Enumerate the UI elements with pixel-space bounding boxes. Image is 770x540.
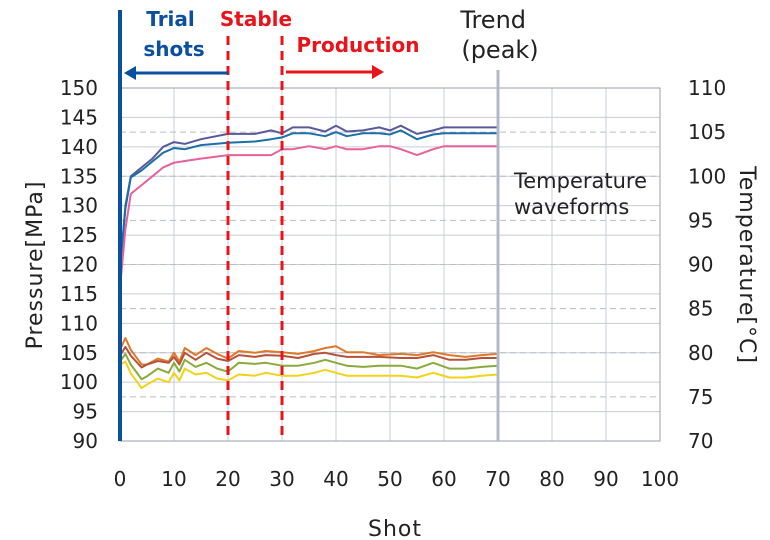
y-right-tick-label: 75 [688, 385, 713, 409]
y-axis-right-label: Temperature[°C] [734, 165, 759, 364]
y-left-tick-label: 130 [60, 194, 98, 218]
series-line-2 [119, 129, 498, 271]
x-tick-label: 50 [377, 467, 402, 491]
y-right-tick-label: 90 [688, 253, 713, 277]
x-tick-label: 100 [641, 467, 679, 491]
y-left-tick-label: 145 [60, 105, 98, 129]
y-left-tick-label: 115 [60, 282, 98, 306]
trend-peak-label: Trend (peak) [459, 6, 538, 64]
x-tick-label: 70 [485, 467, 510, 491]
x-tick-label: 40 [323, 467, 348, 491]
stable-label: Stable [220, 7, 292, 31]
y-right-tick-label: 80 [688, 341, 713, 365]
trend-peak-line-2: (peak) [461, 36, 538, 64]
x-tick-label: 10 [161, 467, 186, 491]
temperature-waveforms-line-1: Temperature [513, 169, 647, 193]
trend-peak-line-1: Trend [459, 6, 526, 34]
trial-arrow [124, 66, 228, 80]
y-left-tick-label: 100 [60, 370, 98, 394]
y-left-tick-label: 110 [60, 311, 98, 335]
trial-shots-label: Trial shots [143, 7, 204, 61]
y-left-tick-label: 95 [73, 400, 98, 424]
y-left-tick-label: 90 [73, 429, 98, 453]
y-left-tick-label: 135 [60, 164, 98, 188]
x-tick-label: 80 [539, 467, 564, 491]
y-right-tick-label: 95 [688, 208, 713, 232]
y-right-tick-label: 105 [688, 120, 726, 144]
y-right-tick-label: 70 [688, 429, 713, 453]
x-tick-label: 20 [215, 467, 240, 491]
series-line-6 [119, 352, 499, 381]
y-left-tick-label: 150 [60, 76, 98, 100]
y-left-tick-label: 105 [60, 341, 98, 365]
x-tick-label: 90 [593, 467, 618, 491]
series-layer [119, 124, 499, 390]
y-axis-left-label: Pressure[MPa] [23, 181, 48, 350]
y-left-tick-label: 120 [60, 253, 98, 277]
grid [119, 87, 661, 442]
production-arrow [286, 65, 384, 79]
temperature-waveforms-label: Temperature waveforms [513, 169, 654, 219]
temperature-waveforms-line-2: waveforms [514, 195, 629, 219]
trial-shots-line-2: shots [143, 37, 204, 61]
series-line-7 [119, 360, 499, 390]
series-line-1 [119, 124, 498, 271]
phase-markers [118, 10, 500, 441]
x-tick-label: 30 [269, 467, 294, 491]
axis-ticks: 0 10 20 30 40 50 60 70 80 90 100 90 95 100 105 110 115 12… [60, 76, 726, 491]
production-label: Production [296, 33, 419, 57]
y-right-tick-label: 100 [688, 164, 726, 188]
y-left-tick-label: 125 [60, 223, 98, 247]
y-left-tick-label: 140 [60, 135, 98, 159]
series-line-4 [119, 337, 499, 366]
x-tick-label: 60 [431, 467, 456, 491]
y-right-tick-label: 85 [688, 297, 713, 321]
y-right-tick-label: 110 [688, 76, 726, 100]
trial-shots-line-1: Trial [146, 7, 195, 31]
series-line-3 [119, 145, 498, 289]
x-tick-label: 0 [114, 467, 127, 491]
x-axis-label: Shot [368, 517, 422, 540]
series-line-5 [119, 345, 498, 369]
